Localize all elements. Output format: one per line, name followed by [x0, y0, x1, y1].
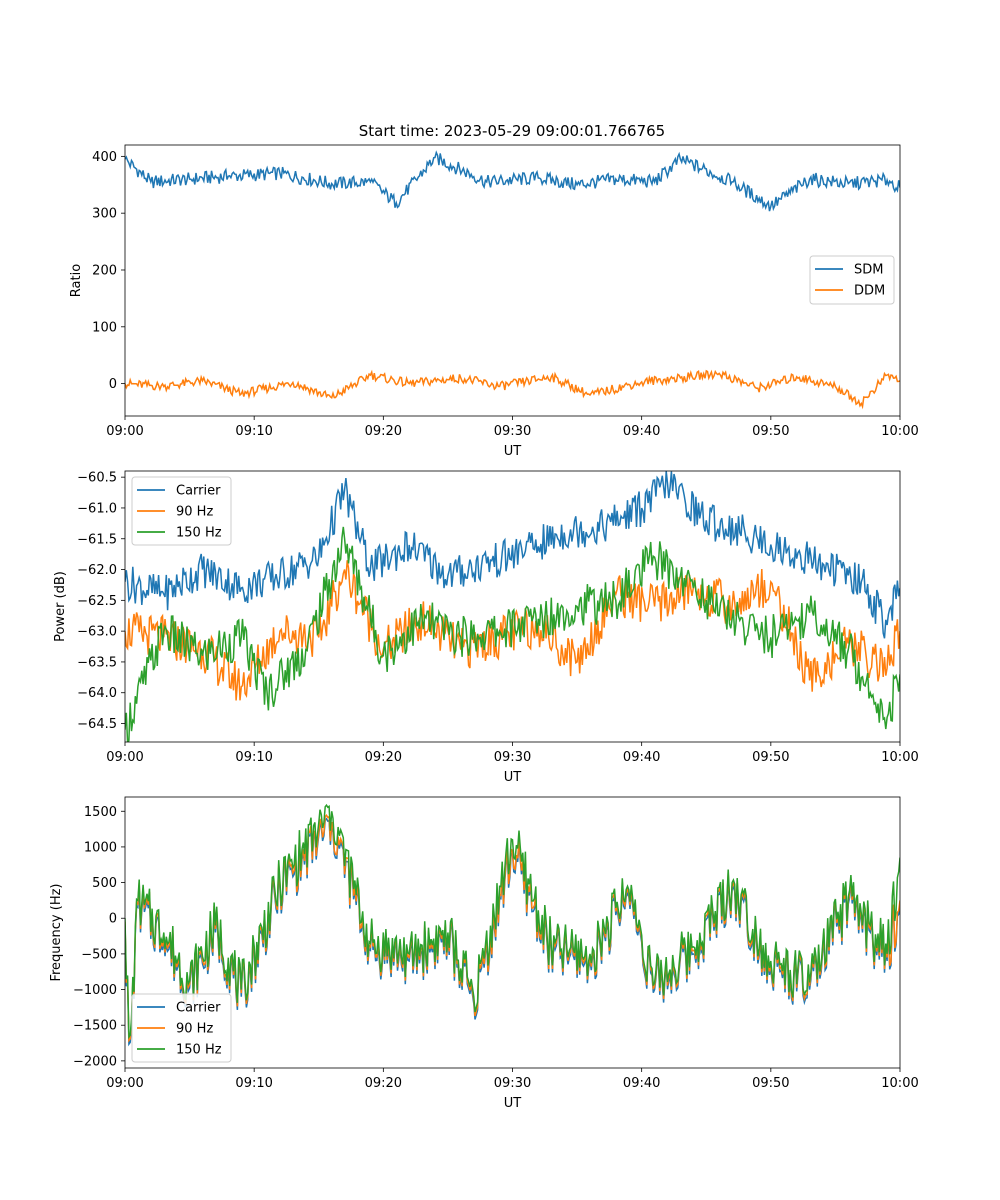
legend-entry: SDM [854, 263, 883, 278]
legend: SDM DDM [809, 255, 895, 305]
y-axis-label: Power (dB) [53, 571, 68, 642]
y-axis-label: Frequency (Hz) [49, 883, 64, 981]
x-tick-label: 09:40 [623, 750, 660, 765]
x-tick-label: 09:40 [623, 1076, 660, 1091]
series-line-carrier [125, 471, 900, 639]
legend: Carrier 90 Hz 150 Hz [131, 993, 232, 1063]
power-panel: 09:00 09:10 09:20 09:30 09:40 09:50 10:00 −60.5… [53, 470, 919, 785]
y-tick-label: −64.0 [77, 686, 117, 701]
y-tick-label: −62.5 [77, 594, 117, 609]
series-group [125, 471, 900, 742]
y-tick-label: 0 [109, 912, 117, 927]
series-line-ddm [125, 369, 900, 410]
x-tick-label: 09:20 [365, 424, 402, 439]
series-line-150-hz [125, 526, 900, 742]
legend-entry: 150 Hz [176, 526, 222, 541]
y-tick-label: 400 [92, 150, 117, 165]
frequency-panel: 09:00 09:10 09:20 09:30 09:40 09:50 10:00 1500 1… [49, 796, 919, 1111]
legend-entry: DDM [854, 284, 885, 299]
y-tick-label: −61.5 [77, 532, 117, 547]
series-line-150-hz [125, 803, 900, 1040]
legend: Carrier 90 Hz 150 Hz [131, 476, 232, 546]
x-tick-label: 09:10 [235, 1076, 272, 1091]
legend-entry: 90 Hz [176, 1022, 213, 1037]
legend-entry: Carrier [176, 1001, 221, 1016]
x-tick-label: 09:20 [365, 1076, 402, 1091]
legend-entry: Carrier [176, 484, 221, 499]
series-group [125, 803, 900, 1047]
x-tick-label: 09:00 [106, 1076, 143, 1091]
y-tick-label: 200 [92, 263, 117, 278]
legend-entry: 150 Hz [176, 1043, 222, 1058]
figure-title: Start time: 2023-05-29 09:00:01.766765 [359, 122, 665, 140]
x-tick-label: 09:30 [494, 750, 531, 765]
x-tick-label: 09:50 [752, 1076, 789, 1091]
y-tick-label: 0 [109, 377, 117, 392]
series-group [125, 150, 900, 410]
legend-box [131, 993, 232, 1063]
y-tick-label: −64.5 [77, 717, 117, 732]
y-tick-label: −60.5 [77, 471, 117, 486]
x-tick-label: 09:30 [494, 424, 531, 439]
x-axis-label: UT [504, 444, 522, 459]
y-tick-label: −63.0 [77, 625, 117, 640]
legend-box [809, 255, 895, 305]
y-tick-label: −61.0 [77, 501, 117, 516]
x-tick-label: 09:10 [235, 750, 272, 765]
x-axis-label: UT [504, 1096, 522, 1111]
ratio-panel: 09:00 09:10 09:20 09:30 09:40 09:50 10:00 0 100 2… [69, 144, 919, 459]
y-tick-label: −1000 [73, 983, 117, 998]
x-tick-label: 09:40 [623, 424, 660, 439]
y-axis-label: Ratio [69, 264, 84, 297]
x-tick-label: 10:00 [881, 750, 918, 765]
series-line-sdm [125, 150, 900, 212]
x-tick-label: 10:00 [881, 1076, 918, 1091]
y-tick-label: −500 [81, 947, 117, 962]
x-tick-label: 09:10 [235, 424, 272, 439]
x-tick-label: 10:00 [881, 424, 918, 439]
y-tick-label: 500 [92, 876, 117, 891]
y-tick-label: 1500 [84, 805, 117, 820]
x-tick-label: 09:00 [106, 750, 143, 765]
y-tick-label: 300 [92, 207, 117, 222]
x-tick-label: 09:00 [106, 424, 143, 439]
y-tick-label: −2000 [73, 1054, 117, 1069]
y-tick-label: −63.5 [77, 655, 117, 670]
x-tick-label: 09:50 [752, 750, 789, 765]
x-axis-label: UT [504, 770, 522, 785]
x-tick-label: 09:50 [752, 424, 789, 439]
legend-entry: 90 Hz [176, 505, 213, 520]
x-tick-label: 09:30 [494, 1076, 531, 1091]
y-tick-label: −62.0 [77, 563, 117, 578]
y-tick-label: −1500 [73, 1019, 117, 1034]
y-tick-label: 100 [92, 320, 117, 335]
legend-box [131, 476, 232, 546]
y-tick-label: 1000 [84, 840, 117, 855]
x-tick-label: 09:20 [365, 750, 402, 765]
